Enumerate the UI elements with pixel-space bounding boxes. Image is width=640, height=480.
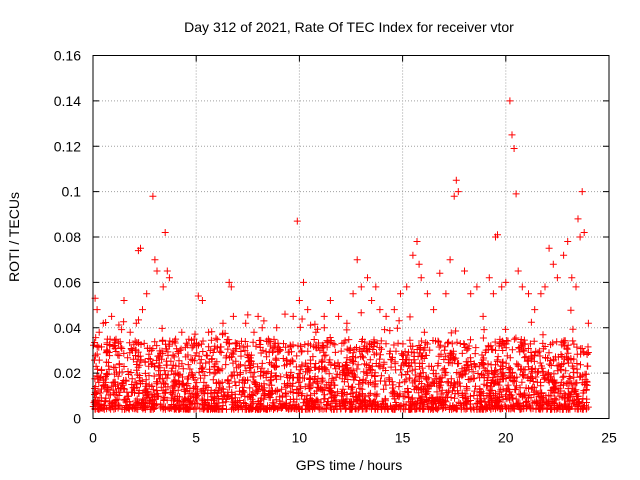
y-tick-label: 0.14 — [54, 93, 81, 109]
scatter-point-group — [91, 306, 592, 413]
y-tick-labels: 0 0.02 0.04 0.06 0.08 0.1 0.12 0.14 0.16 — [54, 48, 81, 427]
y-tick-label: 0.1 — [62, 184, 82, 200]
x-tick-labels: 0 5 10 15 20 25 — [89, 430, 617, 446]
x-tick-label: 10 — [292, 430, 308, 446]
x-tick-label: 25 — [601, 430, 617, 446]
x-tick-label: 5 — [192, 430, 200, 446]
y-tick-label: 0.08 — [54, 229, 81, 245]
axis-ticks — [92, 55, 610, 419]
grid-lines — [93, 55, 609, 419]
chart-title: Day 312 of 2021, Rate Of TEC Index for r… — [184, 19, 514, 35]
x-axis-title: GPS time / hours — [296, 457, 403, 473]
y-tick-label: 0.12 — [54, 138, 81, 154]
scatter-point-group — [91, 97, 592, 413]
y-tick-label: 0.06 — [54, 274, 81, 290]
y-axis-title: ROTI / TECUs — [6, 192, 22, 282]
y-tick-label: 0.04 — [54, 320, 81, 336]
x-tick-label: 15 — [395, 430, 411, 446]
y-tick-label: 0 — [73, 411, 81, 427]
scatter-points — [89, 97, 592, 413]
y-tick-label: 0.16 — [54, 48, 81, 64]
y-tick-label: 0.02 — [54, 365, 81, 381]
x-tick-label: 20 — [498, 430, 514, 446]
x-tick-label: 0 — [89, 430, 97, 446]
